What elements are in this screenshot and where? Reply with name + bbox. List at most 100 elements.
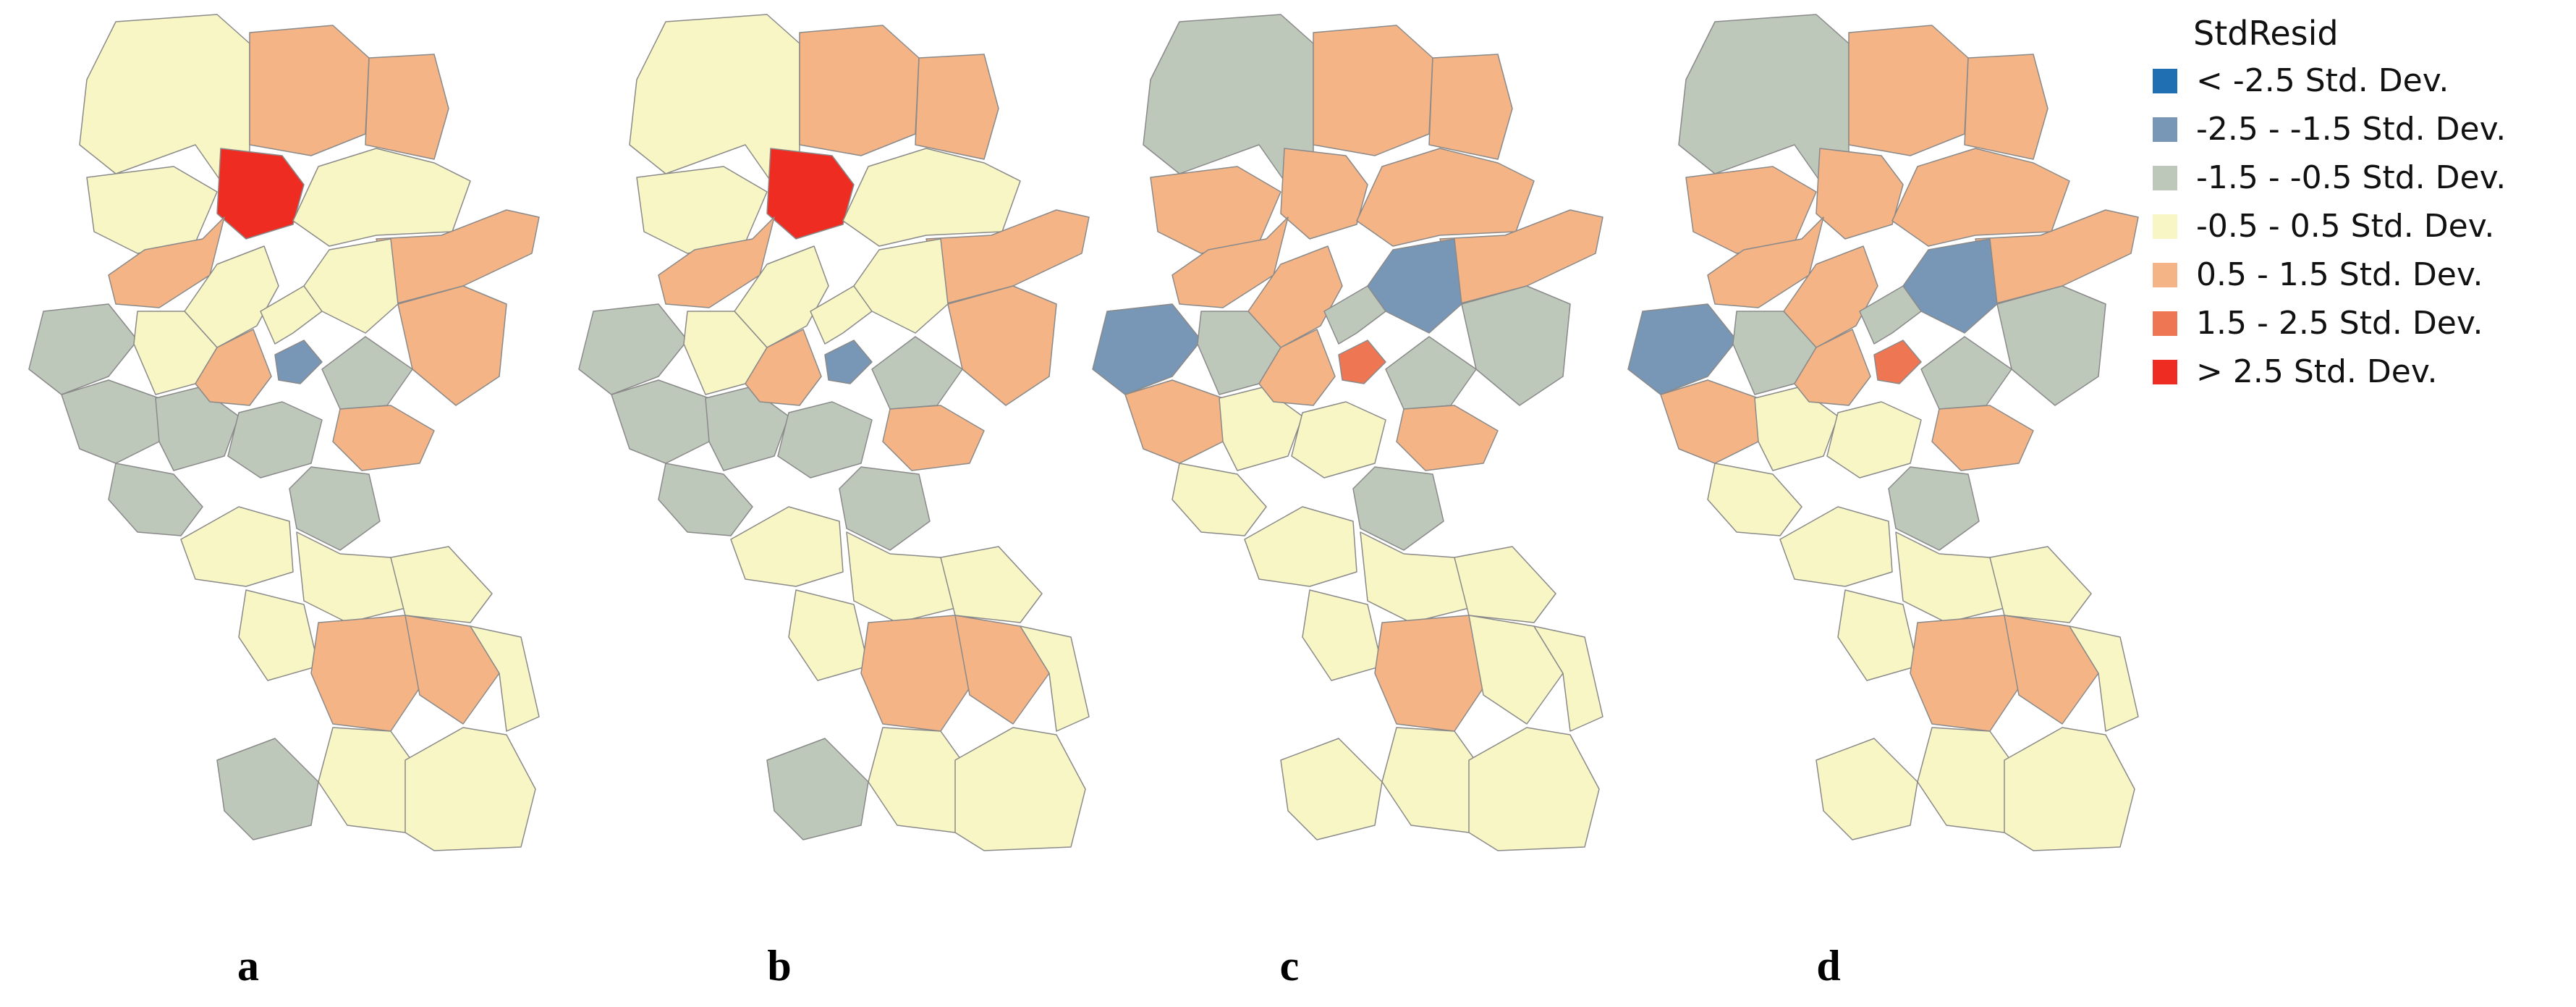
map-panel-c — [1092, 14, 1603, 851]
map-region — [1888, 466, 1980, 551]
legend-label: 1.5 - 2.5 Std. Dev. — [2196, 305, 2483, 342]
legend-item: -2.5 - -1.5 Std. Dev. — [2153, 105, 2565, 153]
legend-item: -1.5 - -0.5 Std. Dev. — [2153, 153, 2565, 202]
map-region — [1837, 589, 1918, 681]
map-region — [1092, 303, 1202, 395]
map-region — [860, 615, 970, 732]
legend-swatch — [2153, 117, 2177, 142]
map-region — [1660, 379, 1759, 464]
map-region — [397, 285, 507, 406]
map-region — [470, 625, 540, 732]
map-region — [216, 148, 305, 240]
map-region — [303, 238, 399, 334]
map-region — [629, 14, 800, 182]
panel-caption-a: a — [237, 942, 259, 990]
map-region — [799, 25, 920, 156]
map-region — [404, 615, 500, 725]
map-region — [260, 285, 323, 345]
map-region — [611, 379, 710, 464]
map-region — [1816, 738, 1918, 840]
map-region — [79, 14, 250, 182]
map-region — [2004, 615, 2099, 725]
map-region — [730, 506, 844, 587]
map-panel-b — [578, 14, 1090, 851]
legend-label: < -2.5 Std. Dev. — [2196, 62, 2449, 99]
map-region — [289, 466, 381, 551]
legend-swatch — [2153, 165, 2177, 190]
map-region — [954, 727, 1086, 851]
legend: StdResid < -2.5 Std. Dev. -2.5 - -1.5 Std… — [2153, 10, 2565, 396]
map-region — [332, 405, 435, 471]
map-region — [321, 336, 413, 410]
map-region — [292, 148, 471, 247]
map-region — [365, 54, 449, 160]
map-region — [108, 463, 203, 536]
map-region — [853, 238, 949, 334]
panel-caption-c: c — [1279, 942, 1300, 990]
map-region — [274, 340, 323, 384]
map-region — [238, 589, 319, 681]
map-region — [1920, 336, 2012, 410]
map-panel-d — [1627, 14, 2139, 851]
map-region — [871, 336, 963, 410]
map-region — [390, 546, 493, 623]
map-region — [1848, 25, 1969, 156]
legend-item: 0.5 - 1.5 Std. Dev. — [2153, 250, 2565, 299]
map-region — [940, 546, 1043, 623]
map-region — [1338, 340, 1386, 384]
legend-label: -2.5 - -1.5 Std. Dev. — [2196, 111, 2507, 148]
map-region — [1323, 285, 1386, 345]
map-region — [766, 738, 869, 840]
map-region — [1356, 148, 1535, 247]
map-region — [195, 329, 272, 406]
map-region — [1124, 379, 1224, 464]
map-region — [1964, 54, 2048, 160]
map-region — [1428, 54, 1513, 160]
map-region — [1707, 463, 1802, 536]
legend-item: 1.5 - 2.5 Std. Dev. — [2153, 299, 2565, 347]
map-region — [1439, 209, 1603, 305]
map-region — [1975, 209, 2139, 305]
map-region — [2004, 727, 2135, 851]
map-region — [1385, 336, 1477, 410]
map-region — [1910, 615, 2020, 732]
map-region — [1461, 285, 1571, 406]
map-region — [216, 738, 319, 840]
map-region — [1779, 506, 1893, 587]
map-region — [1352, 466, 1444, 551]
map-region — [1020, 625, 1090, 732]
map-region — [947, 285, 1057, 406]
map-region — [1280, 148, 1368, 240]
map-region — [1989, 546, 2092, 623]
map-region — [915, 54, 999, 160]
map-region — [846, 531, 956, 623]
map-region — [1873, 340, 1922, 384]
map-region — [1707, 216, 1824, 308]
map-region — [61, 379, 160, 464]
map-region — [1258, 329, 1336, 406]
legend-swatch — [2153, 68, 2177, 93]
map-region — [1891, 148, 2070, 247]
map-region — [1859, 285, 1922, 345]
map-region — [1291, 401, 1386, 479]
map-region — [842, 148, 1021, 247]
legend-item: -0.5 - 0.5 Std. Dev. — [2153, 202, 2565, 250]
map-region — [1826, 401, 1922, 479]
map-region — [1172, 463, 1267, 536]
map-region — [788, 589, 869, 681]
map-region — [1996, 285, 2106, 406]
map-region — [1454, 546, 1556, 623]
legend-swatch — [2153, 262, 2177, 287]
legend-title: StdResid — [2193, 14, 2339, 53]
legend-label: -1.5 - -0.5 Std. Dev. — [2196, 159, 2507, 196]
map-region — [1468, 615, 1564, 725]
map-region — [658, 216, 775, 308]
map-region — [1302, 589, 1383, 681]
map-region — [1931, 405, 2034, 471]
legend-label: -0.5 - 0.5 Std. Dev. — [2196, 208, 2495, 245]
legend-swatch — [2153, 359, 2177, 384]
legend-swatch — [2153, 311, 2177, 336]
legend-swatch — [2153, 214, 2177, 239]
map-region — [745, 329, 822, 406]
map-region — [296, 531, 406, 623]
